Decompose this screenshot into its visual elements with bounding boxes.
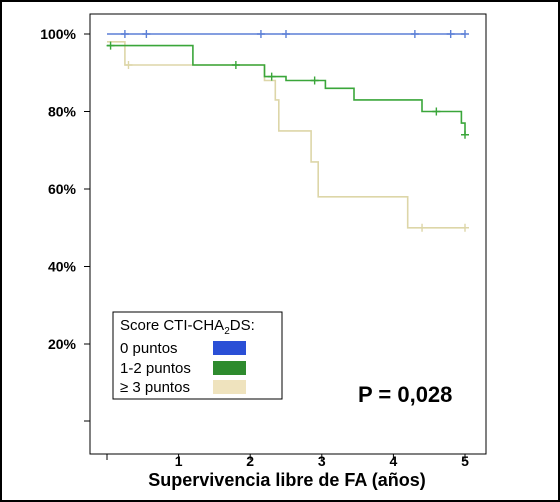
- y-tick-label: 60%: [48, 181, 77, 197]
- legend: Score CTI-CHA2DS: 0 puntos 1-2 puntos ≥ 3 …: [112, 311, 283, 400]
- censor-mark: [106, 41, 115, 50]
- y-tick-label: 80%: [48, 104, 77, 120]
- legend-title: Score CTI-CHA2DS:: [120, 317, 255, 337]
- censor-mark: [282, 30, 290, 38]
- censor-mark: [461, 223, 469, 232]
- x-tick-label: 5: [461, 453, 469, 469]
- censor-mark: [461, 30, 469, 38]
- legend-swatch: [213, 380, 246, 394]
- p-value-annotation: P = 0,028: [358, 382, 452, 407]
- censor-mark: [418, 223, 427, 232]
- legend-swatch: [213, 341, 246, 355]
- y-tick-label: 100%: [40, 26, 76, 42]
- x-axis-title: Supervivencia libre de FA (años): [148, 470, 425, 490]
- censor-mark: [231, 61, 240, 69]
- y-tick-label: 40%: [48, 259, 77, 275]
- censor-mark: [461, 130, 469, 139]
- censor-mark: [142, 30, 151, 38]
- censor-mark: [432, 107, 441, 116]
- km-curve-1-2-puntos: [107, 44, 466, 135]
- x-tick-label: 4: [390, 453, 398, 469]
- legend-label: ≥ 3 puntos: [120, 379, 190, 396]
- x-tick-label: 2: [246, 453, 254, 469]
- censor-mark: [267, 72, 276, 81]
- legend-swatch: [213, 361, 246, 375]
- censor-mark: [310, 76, 319, 85]
- x-tick-label: 1: [175, 453, 183, 469]
- censor-mark: [124, 61, 133, 69]
- legend-label: 1-2 puntos: [120, 360, 191, 377]
- censor-mark: [256, 30, 265, 38]
- y-tick-label: 20%: [48, 336, 77, 352]
- legend-label: 0 puntos: [120, 340, 178, 357]
- censor-mark: [446, 30, 455, 38]
- legend-box: [112, 311, 283, 400]
- censor-mark: [410, 30, 419, 38]
- x-tick-label: 3: [318, 453, 326, 469]
- censor-mark: [120, 30, 129, 38]
